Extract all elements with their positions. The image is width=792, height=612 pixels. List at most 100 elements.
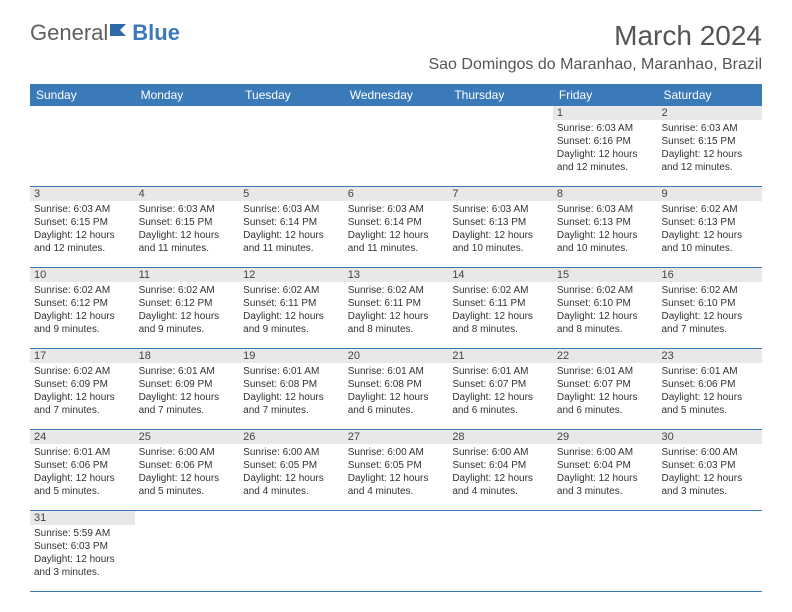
cell-line-sunset: Sunset: 6:15 PM [139, 216, 236, 229]
day-number [239, 106, 344, 120]
cell-line-day1: Daylight: 12 hours [661, 310, 758, 323]
cell-line-day1: Daylight: 12 hours [348, 229, 445, 242]
cell-line-sunset: Sunset: 6:06 PM [139, 459, 236, 472]
cell-line-sunrise: Sunrise: 6:01 AM [452, 365, 549, 378]
cell-line-day2: and 11 minutes. [139, 242, 236, 255]
cell-line-sunset: Sunset: 6:11 PM [243, 297, 340, 310]
day-cell: Sunrise: 6:00 AMSunset: 6:03 PMDaylight:… [657, 444, 762, 510]
cell-line-sunrise: Sunrise: 6:01 AM [243, 365, 340, 378]
day-cell [239, 120, 344, 186]
cell-line-sunrise: Sunrise: 6:03 AM [557, 203, 654, 216]
cell-line-day1: Daylight: 12 hours [34, 310, 131, 323]
cell-line-day1: Daylight: 12 hours [243, 472, 340, 485]
day-number [657, 511, 762, 525]
cell-line-sunrise: Sunrise: 6:02 AM [557, 284, 654, 297]
cell-line-sunrise: Sunrise: 6:03 AM [243, 203, 340, 216]
cell-line-day2: and 7 minutes. [243, 404, 340, 417]
cell-line-sunrise: Sunrise: 6:03 AM [557, 122, 654, 135]
day-cell: Sunrise: 6:00 AMSunset: 6:05 PMDaylight:… [344, 444, 449, 510]
cell-line-day2: and 3 minutes. [557, 485, 654, 498]
logo-text-general: General [30, 20, 108, 46]
day-cell: Sunrise: 6:03 AMSunset: 6:14 PMDaylight:… [239, 201, 344, 267]
day-cell: Sunrise: 6:01 AMSunset: 6:07 PMDaylight:… [448, 363, 553, 429]
cell-line-sunset: Sunset: 6:06 PM [661, 378, 758, 391]
cell-line-day1: Daylight: 12 hours [139, 472, 236, 485]
cell-line-sunset: Sunset: 6:03 PM [661, 459, 758, 472]
cell-line-sunrise: Sunrise: 6:02 AM [348, 284, 445, 297]
daynum-row: 10111213141516 [30, 268, 762, 282]
day-cell: Sunrise: 6:03 AMSunset: 6:16 PMDaylight:… [553, 120, 658, 186]
cell-line-day2: and 5 minutes. [661, 404, 758, 417]
day-cell: Sunrise: 6:03 AMSunset: 6:15 PMDaylight:… [135, 201, 240, 267]
cell-line-day2: and 12 minutes. [661, 161, 758, 174]
cell-line-day2: and 5 minutes. [139, 485, 236, 498]
day-cell: Sunrise: 6:01 AMSunset: 6:08 PMDaylight:… [344, 363, 449, 429]
cell-line-day2: and 7 minutes. [34, 404, 131, 417]
cell-line-day2: and 5 minutes. [34, 485, 131, 498]
day-cell [135, 525, 240, 591]
day-cell: Sunrise: 6:01 AMSunset: 6:06 PMDaylight:… [30, 444, 135, 510]
day-cell [553, 525, 658, 591]
cell-line-day2: and 11 minutes. [243, 242, 340, 255]
cell-line-sunset: Sunset: 6:11 PM [348, 297, 445, 310]
cell-line-sunset: Sunset: 6:06 PM [34, 459, 131, 472]
day-cell: Sunrise: 6:01 AMSunset: 6:07 PMDaylight:… [553, 363, 658, 429]
day-header: Tuesday [239, 84, 344, 106]
day-header: Thursday [448, 84, 553, 106]
cell-line-sunset: Sunset: 6:05 PM [348, 459, 445, 472]
day-cell: Sunrise: 6:00 AMSunset: 6:06 PMDaylight:… [135, 444, 240, 510]
cell-line-day2: and 11 minutes. [348, 242, 445, 255]
cell-line-sunrise: Sunrise: 5:59 AM [34, 527, 131, 540]
cell-line-sunrise: Sunrise: 6:00 AM [348, 446, 445, 459]
cell-line-day2: and 9 minutes. [139, 323, 236, 336]
day-number: 13 [344, 268, 449, 282]
cell-line-sunrise: Sunrise: 6:02 AM [139, 284, 236, 297]
day-number: 20 [344, 349, 449, 363]
day-number: 2 [657, 106, 762, 120]
day-header: Saturday [657, 84, 762, 106]
week-row: Sunrise: 6:01 AMSunset: 6:06 PMDaylight:… [30, 444, 762, 511]
day-cell [344, 120, 449, 186]
cell-line-day2: and 4 minutes. [348, 485, 445, 498]
cell-line-day1: Daylight: 12 hours [452, 310, 549, 323]
day-number: 17 [30, 349, 135, 363]
flag-icon [110, 18, 130, 44]
cell-line-day2: and 4 minutes. [452, 485, 549, 498]
day-header: Sunday [30, 84, 135, 106]
cell-line-sunrise: Sunrise: 6:03 AM [34, 203, 131, 216]
day-cell: Sunrise: 6:02 AMSunset: 6:11 PMDaylight:… [448, 282, 553, 348]
cell-line-day1: Daylight: 12 hours [452, 472, 549, 485]
cell-line-day1: Daylight: 12 hours [34, 391, 131, 404]
cell-line-sunset: Sunset: 6:08 PM [348, 378, 445, 391]
day-number: 12 [239, 268, 344, 282]
cell-line-day1: Daylight: 12 hours [661, 472, 758, 485]
cell-line-sunset: Sunset: 6:08 PM [243, 378, 340, 391]
day-cell: Sunrise: 6:02 AMSunset: 6:12 PMDaylight:… [30, 282, 135, 348]
cell-line-sunrise: Sunrise: 6:03 AM [661, 122, 758, 135]
cell-line-day2: and 9 minutes. [243, 323, 340, 336]
cell-line-day1: Daylight: 12 hours [557, 148, 654, 161]
cell-line-day2: and 7 minutes. [139, 404, 236, 417]
day-cell: Sunrise: 6:03 AMSunset: 6:13 PMDaylight:… [448, 201, 553, 267]
cell-line-sunset: Sunset: 6:13 PM [661, 216, 758, 229]
cell-line-day1: Daylight: 12 hours [557, 310, 654, 323]
day-cell [30, 120, 135, 186]
cell-line-sunset: Sunset: 6:13 PM [557, 216, 654, 229]
day-header: Monday [135, 84, 240, 106]
day-header: Friday [553, 84, 658, 106]
cell-line-sunrise: Sunrise: 6:03 AM [452, 203, 549, 216]
cell-line-day1: Daylight: 12 hours [557, 391, 654, 404]
cell-line-day1: Daylight: 12 hours [661, 391, 758, 404]
cell-line-day1: Daylight: 12 hours [557, 472, 654, 485]
day-number: 6 [344, 187, 449, 201]
day-number: 22 [553, 349, 658, 363]
cell-line-day1: Daylight: 12 hours [348, 391, 445, 404]
day-number [135, 106, 240, 120]
day-number [239, 511, 344, 525]
calendar: SundayMondayTuesdayWednesdayThursdayFrid… [30, 84, 762, 592]
day-number: 18 [135, 349, 240, 363]
day-cell [344, 525, 449, 591]
cell-line-sunset: Sunset: 6:04 PM [557, 459, 654, 472]
daynum-row: 31 [30, 511, 762, 525]
daynum-row: 24252627282930 [30, 430, 762, 444]
